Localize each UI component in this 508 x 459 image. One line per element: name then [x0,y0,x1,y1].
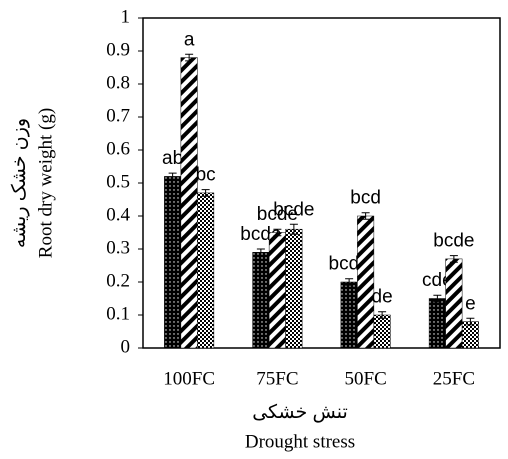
error-bar [185,53,194,62]
y-axis-label-fa: وزن خشک ریشه [9,118,30,248]
bar [180,57,198,349]
error-bar [433,294,442,303]
significance-letter: bcde [433,231,474,252]
error-bar [168,172,177,181]
y-tick-label: 0.3 [106,237,130,258]
error-bar [361,212,370,220]
y-tick-label: 0.4 [106,204,130,225]
significance-letter: bc [196,165,216,186]
x-tick-label: 75FC [256,368,298,389]
error-bar [345,278,354,286]
significance-letter: de [372,287,393,308]
x-tick-label: 50FC [345,368,387,389]
error-bar [289,223,298,235]
x-tick-label: 100FC [163,368,215,389]
y-tick-label: 0.7 [106,105,130,126]
error-bar [378,311,387,319]
significance-letter: bcde [273,199,314,220]
bar [445,258,463,349]
x-tick-label: 25FC [433,368,475,389]
error-bar [449,255,458,263]
bar [285,228,303,349]
y-tick-label: 0.1 [106,303,130,324]
y-tick-label: 0.5 [106,171,130,192]
significance-letter: a [184,29,195,50]
x-axis-label-fa: تنش خشکی [252,402,348,423]
bar [461,321,479,349]
y-tick-label: 1 [121,6,131,27]
bar [340,281,358,349]
y-axis-label: Root dry weight (g) [35,108,56,258]
significance-letter: bcde [257,204,298,225]
error-bar [273,228,282,237]
y-tick-label: 0.2 [106,270,130,291]
bar [373,314,391,349]
significance-letter: ab [162,148,183,169]
significance-letter: cde [422,270,453,291]
x-axis-label: Drought stress [245,431,355,452]
bar [357,215,375,349]
error-bar [256,248,265,257]
y-tick-label: 0.9 [106,39,130,60]
significance-letter: bcd [350,188,381,209]
significance-letter: e [465,293,476,314]
y-tick-label: 0 [121,336,131,357]
error-bar [466,317,475,326]
bar [268,232,286,349]
error-bar [201,189,210,197]
y-tick-label: 0.8 [106,72,130,93]
bar [428,298,446,349]
bar [197,192,215,349]
y-tick-label: 0.6 [106,138,130,159]
bar [164,176,182,349]
bar [252,252,270,349]
